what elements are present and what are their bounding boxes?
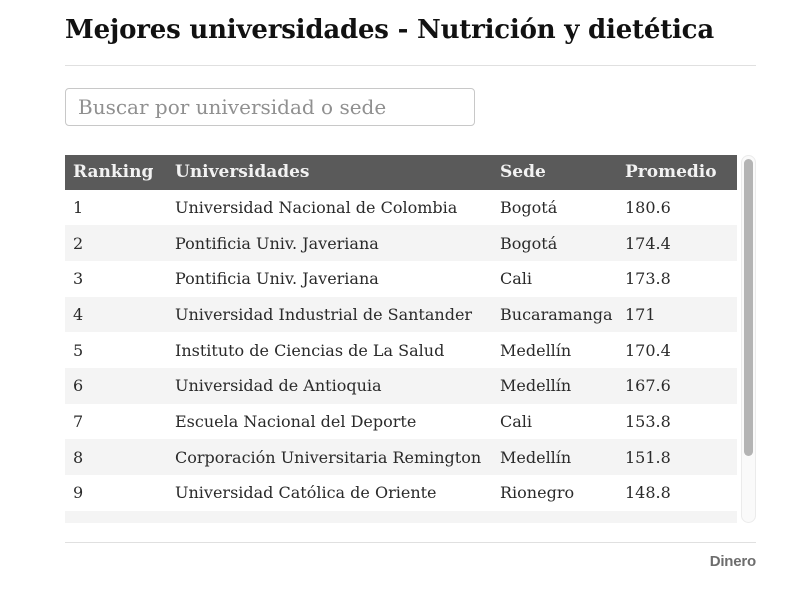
cell-universidad: Escuela Nacional del Deporte bbox=[175, 411, 417, 431]
cell-ranking: 2 bbox=[65, 225, 175, 261]
ranking-table-area: Ranking Universidades Sede Promedio 1 Uni… bbox=[65, 154, 756, 523]
cell-promedio: 148.8 bbox=[625, 483, 671, 503]
cell-sede: Rionegro bbox=[500, 483, 575, 503]
table-scrollbar-track[interactable] bbox=[741, 154, 756, 523]
cell-sede: Cali bbox=[500, 411, 533, 431]
cell-universidad: Universidad Industrial de Santander bbox=[175, 296, 500, 333]
cell-promedio: 170.4 bbox=[625, 340, 671, 360]
table-clip: Ranking Universidades Sede Promedio 1 Uni… bbox=[65, 154, 737, 523]
cell-universidad: Universidad Nacional de Colombia bbox=[175, 197, 458, 217]
page-title: Mejores universidades - Nutrición y diet… bbox=[65, 15, 714, 45]
table-row: 5 Instituto de Ciencias de La Salud Medell… bbox=[65, 332, 737, 368]
ranking-table: Ranking Universidades Sede Promedio 1 Uni… bbox=[65, 154, 737, 511]
cell-sede: Cali bbox=[500, 269, 533, 289]
table-row: 3 Pontificia Univ. Javeriana Cali 173.8 bbox=[65, 261, 737, 297]
cell-promedio: 174.4 bbox=[625, 225, 737, 261]
search-input[interactable] bbox=[65, 87, 475, 126]
cell-universidad: Instituto de Ciencias de La Salud bbox=[175, 340, 445, 360]
table-row: 1 Universidad Nacional de Colombia Bogotá 1… bbox=[65, 190, 737, 226]
cell-universidad: Pontificia Univ. Javeriana bbox=[175, 269, 379, 289]
cell-sede: Bogotá bbox=[500, 225, 625, 261]
cell-universidad: Universidad Católica de Oriente bbox=[175, 483, 437, 503]
column-header-universidades: Universidades bbox=[175, 154, 500, 190]
cell-ranking: 8 bbox=[65, 439, 175, 475]
column-header-ranking: Ranking bbox=[65, 154, 175, 190]
page-content: Mejores universidades - Nutrición y diet… bbox=[65, 0, 756, 570]
cell-sede: Medellín bbox=[500, 439, 625, 475]
cell-promedio: 151.8 bbox=[625, 439, 737, 475]
table-scrollbar-thumb[interactable] bbox=[744, 158, 753, 456]
title-divider bbox=[65, 64, 756, 66]
cell-ranking: 9 bbox=[73, 483, 84, 503]
table-row: 7 Escuela Nacional del Deporte Cali 153.8 bbox=[65, 404, 737, 440]
table-header: Ranking Universidades Sede Promedio bbox=[65, 154, 737, 190]
table-row: 6 Universidad de Antioquia Medellín 167.6 bbox=[65, 367, 737, 404]
cell-ranking: 5 bbox=[73, 340, 84, 360]
table-body: 1 Universidad Nacional de Colombia Bogotá 1… bbox=[65, 190, 737, 511]
cell-promedio: 171 bbox=[625, 296, 737, 333]
table-row: 2 Pontificia Univ. Javeriana Bogotá 174.4 bbox=[65, 225, 737, 261]
table-row: 4 Universidad Industrial de Santander Buca… bbox=[65, 296, 737, 333]
cell-ranking: 6 bbox=[65, 367, 175, 404]
cell-ranking: 7 bbox=[73, 411, 84, 431]
cell-sede: Bucaramanga bbox=[500, 296, 625, 333]
cell-universidad: Universidad de Antioquia bbox=[175, 367, 500, 404]
cell-ranking: 1 bbox=[73, 197, 84, 217]
cell-promedio: 153.8 bbox=[625, 411, 671, 431]
column-header-sede: Sede bbox=[500, 154, 625, 190]
cell-promedio: 173.8 bbox=[625, 269, 671, 289]
cell-universidad: Corporación Universitaria Remington bbox=[175, 439, 500, 475]
cell-sede: Medellín bbox=[500, 367, 625, 404]
table-header-row: Ranking Universidades Sede Promedio bbox=[65, 154, 737, 190]
cell-promedio: 180.6 bbox=[625, 197, 671, 217]
brand-logo: Dinero bbox=[709, 552, 757, 570]
cell-ranking: 4 bbox=[65, 296, 175, 333]
footer-divider bbox=[65, 541, 756, 543]
table-row: 8 Corporación Universitaria Remington Mede… bbox=[65, 439, 737, 475]
table-row: 9 Universidad Católica de Oriente Rionegro… bbox=[65, 475, 737, 511]
partial-clipped-row bbox=[65, 510, 737, 523]
cell-universidad: Pontificia Univ. Javeriana bbox=[175, 225, 500, 261]
cell-ranking: 3 bbox=[73, 269, 84, 289]
cell-promedio: 167.6 bbox=[625, 367, 737, 404]
cell-sede: Medellín bbox=[500, 340, 572, 360]
cell-sede: Bogotá bbox=[500, 197, 558, 217]
column-header-promedio: Promedio bbox=[625, 154, 737, 190]
